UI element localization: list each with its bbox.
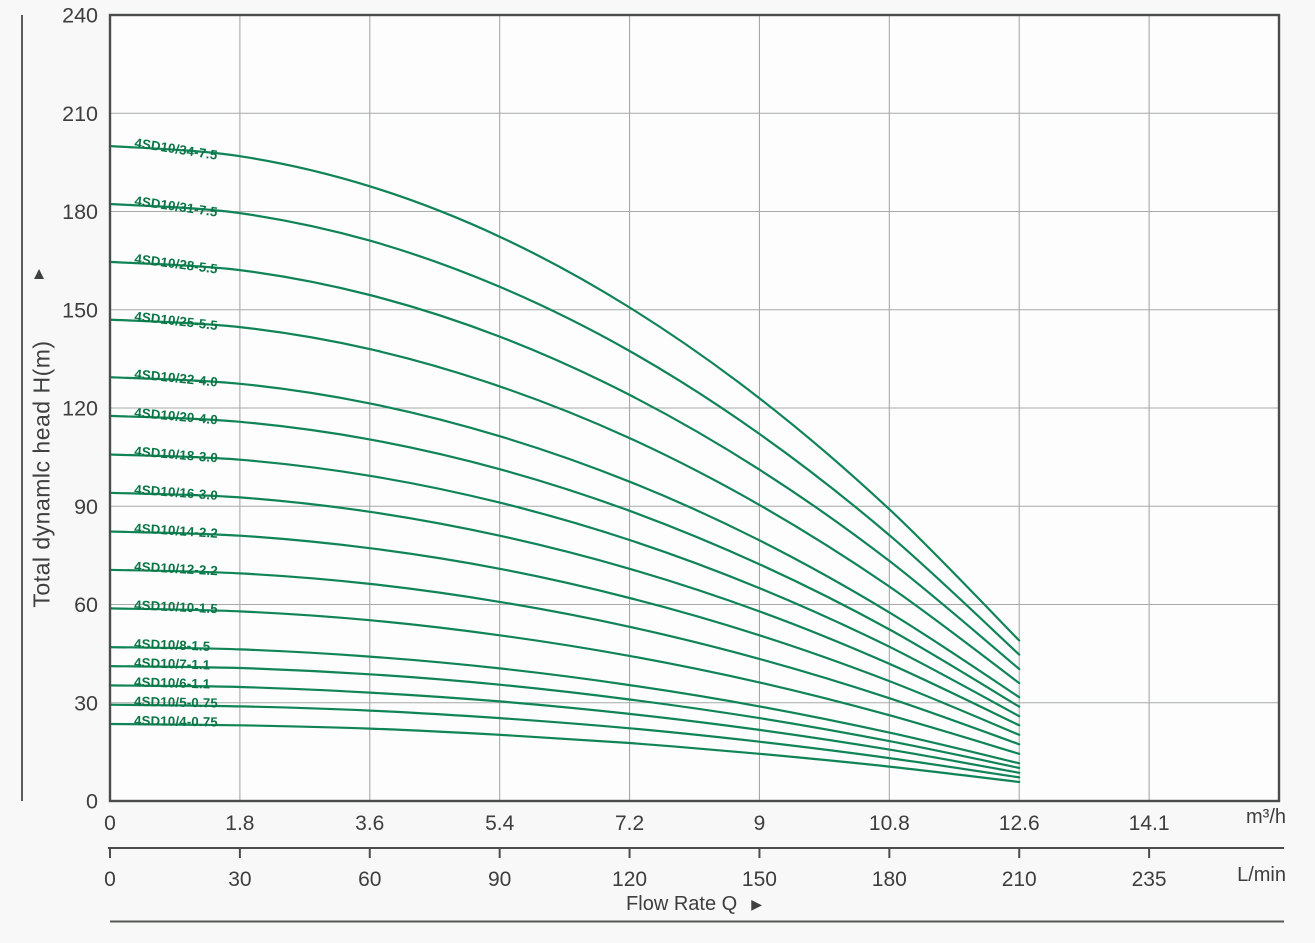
pump-curve-4SD10-10-1.5	[108, 607, 1021, 755]
x-tick-label-lmin: 150	[742, 868, 777, 891]
x-tick-label-m3h: 9	[754, 812, 766, 835]
x-tick-label-m3h: 3.6	[355, 812, 384, 835]
pump-curve-4SD10-4-0.75	[108, 722, 1021, 784]
y-axis-title: Total dynamlc head H(m)	[28, 340, 55, 608]
pump-curve-4SD10-20-4.0	[108, 414, 1021, 708]
x-tick-label-m3h: 1.8	[225, 812, 254, 835]
pump-curve-4SD10-25-5.5	[108, 318, 1021, 685]
pump-curve-4SD10-6-1.1	[108, 684, 1021, 774]
x-tick-label-lmin: 90	[488, 868, 511, 891]
x-tick-label-m3h: 7.2	[615, 812, 644, 835]
curve-label: 4SD10/7-1.1	[134, 655, 211, 672]
x-axis-title-text: Flow Rate Q	[626, 893, 738, 915]
x-tick-label-lmin: 210	[1002, 868, 1037, 891]
x-tick-label-lmin: 30	[228, 868, 251, 891]
pump-curve-4SD10-34-7.5	[108, 144, 1021, 642]
curve-label: 4SD10/4-0.75	[134, 713, 218, 729]
x-tick-label-lmin: 0	[104, 868, 116, 891]
curve-label: 4SD10/16-3.0	[134, 482, 219, 503]
y-tick-label: 240	[62, 4, 98, 28]
pump-curve-4SD10-31-7.5	[108, 202, 1021, 656]
pump-curve-4SD10-7-1.1	[108, 665, 1021, 769]
pump-curve-4SD10-14-2.2	[108, 530, 1021, 736]
curve-label: 4SD10/10-1.5	[134, 597, 218, 616]
y-axis-secondary-line	[21, 15, 23, 801]
y-tick-label: 0	[86, 790, 98, 814]
x-tick-label-m3h: 12.6	[999, 812, 1040, 835]
curve-label: 4SD10/18-3.0	[134, 444, 219, 466]
x-tick-label-m3h: 0	[104, 812, 116, 835]
x-axis-primary-unit: m³/h	[1246, 806, 1286, 828]
plot-border	[108, 13, 1281, 803]
x-tick-label-lmin: 235	[1132, 868, 1167, 891]
curve-label: 4SD10/6-1.1	[134, 674, 211, 691]
pump-curve-4SD10-28-5.5	[108, 260, 1021, 671]
y-tick-label: 60	[74, 593, 98, 617]
y-tick-label: 210	[62, 102, 98, 126]
curve-label: 4SD10/14-2.2	[134, 520, 219, 540]
y-tick-label: 120	[62, 397, 98, 421]
x-tick-label-m3h: 5.4	[485, 812, 515, 835]
up-arrow-icon: ▲	[30, 264, 48, 283]
pump-curve-4SD10-16-3.0	[108, 491, 1021, 727]
y-tick-label: 180	[62, 200, 98, 224]
pump-curve-4SD10-5-0.75	[108, 703, 1021, 779]
pump-curve-4SD10-22-4.0	[108, 376, 1021, 699]
y-tick-label: 90	[74, 495, 98, 519]
y-tick-label: 30	[74, 691, 98, 715]
y-tick-label: 150	[62, 298, 98, 322]
x-tick-label-lmin: 180	[872, 868, 907, 891]
x-tick-label-lmin: 120	[612, 868, 647, 891]
pump-curve-4SD10-8-1.5	[108, 646, 1021, 765]
curve-label: 4SD10/12-2.2	[134, 559, 218, 579]
x-axis-secondary-unit: L/min	[1237, 864, 1286, 886]
curve-label: 4SD10/5-0.75	[134, 694, 218, 711]
x-tick-label-lmin: 60	[358, 868, 381, 891]
pump-curve-4SD10-18-3.0	[108, 453, 1021, 718]
x-tick-label-m3h: 10.8	[869, 812, 910, 835]
right-arrow-icon: ▶	[751, 896, 762, 912]
x-axis-title: Flow Rate Q ▶	[544, 893, 844, 916]
pump-curve-4SD10-12-2.2	[108, 568, 1021, 746]
x-tick-label-m3h: 14.1	[1129, 812, 1170, 835]
curve-label: 4SD10/8-1.5	[134, 636, 211, 654]
